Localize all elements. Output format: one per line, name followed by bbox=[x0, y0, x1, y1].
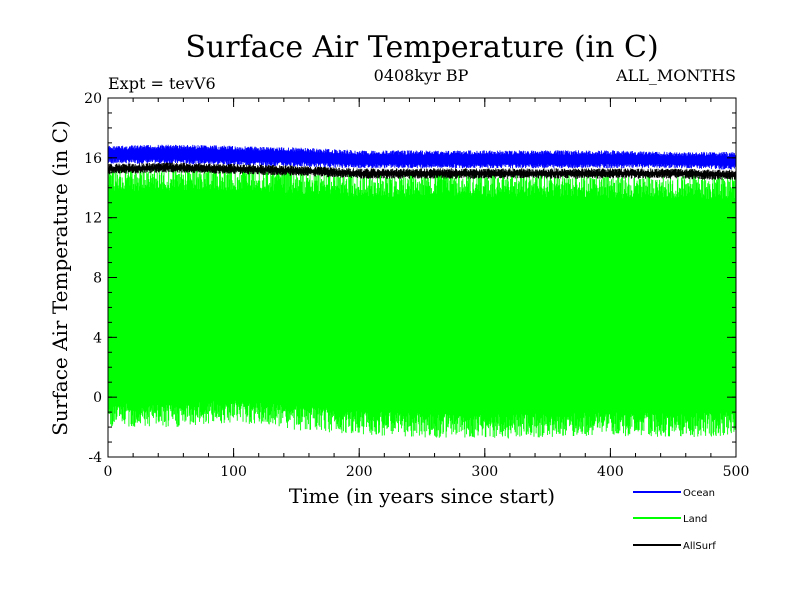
y-tick-label: 16 bbox=[84, 151, 102, 167]
legend-label: AllSurf bbox=[683, 541, 716, 552]
x-axis-label: Time (in years since start) bbox=[289, 484, 555, 508]
x-tick-label: 400 bbox=[597, 464, 624, 480]
y-tick-label: 0 bbox=[93, 390, 102, 406]
x-tick-label: 100 bbox=[220, 464, 247, 480]
y-tick-label: -4 bbox=[88, 450, 102, 466]
legend-label: Ocean bbox=[683, 488, 715, 499]
x-tick-label: 500 bbox=[723, 464, 750, 480]
plot-area bbox=[107, 144, 737, 439]
y-axis-label: Surface Air Temperature (in C) bbox=[48, 120, 72, 436]
legend-item-land: Land bbox=[633, 514, 707, 525]
x-tick-label: 200 bbox=[346, 464, 373, 480]
legend-label: Land bbox=[683, 514, 707, 525]
period-label: ALL_MONTHS bbox=[615, 66, 736, 85]
x-tick-label: 300 bbox=[471, 464, 498, 480]
series-land-band bbox=[107, 167, 737, 439]
chart-subtitle: 0408kyr BP bbox=[374, 66, 469, 85]
y-tick-label: 8 bbox=[93, 271, 102, 287]
chart-title: Surface Air Temperature (in C) bbox=[185, 30, 658, 65]
legend-item-allsurf: AllSurf bbox=[633, 541, 716, 552]
legend-item-ocean: Ocean bbox=[633, 488, 715, 499]
legend: Ocean Land AllSurf bbox=[633, 488, 716, 552]
x-tick-label: 0 bbox=[104, 464, 113, 480]
y-tick-label: 20 bbox=[84, 91, 102, 107]
y-tick-label: 4 bbox=[93, 330, 102, 346]
y-tick-label: 12 bbox=[84, 211, 102, 227]
experiment-label: Expt = tevV6 bbox=[108, 74, 216, 93]
